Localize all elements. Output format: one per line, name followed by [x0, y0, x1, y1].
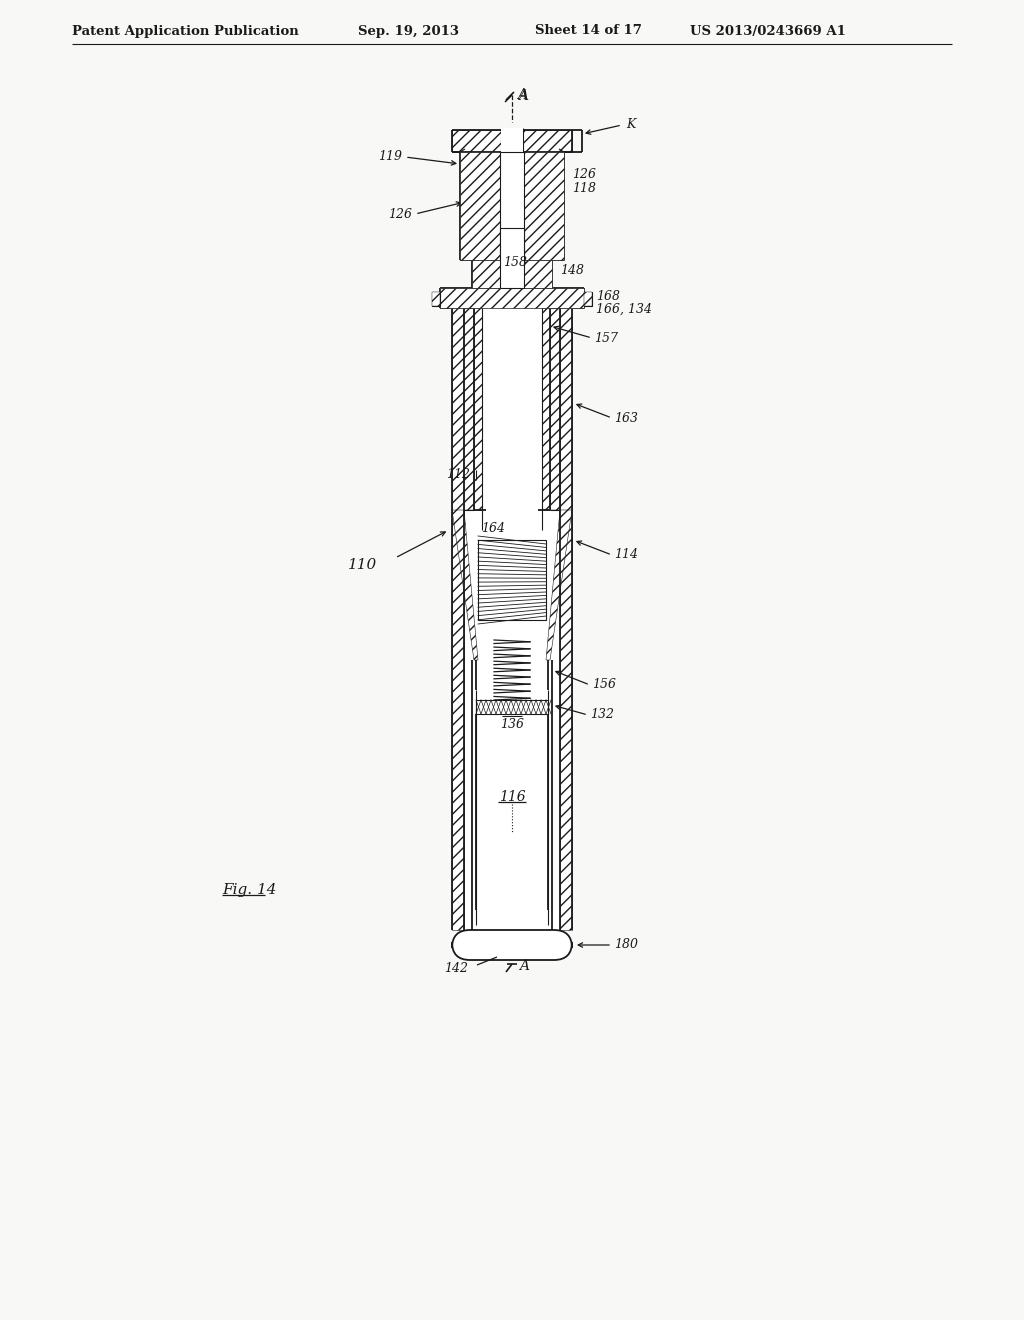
Bar — [500, 228, 524, 288]
Text: 118: 118 — [572, 181, 596, 194]
Text: 142: 142 — [444, 961, 468, 974]
Bar — [432, 292, 440, 306]
Bar — [464, 308, 474, 510]
Text: 180: 180 — [614, 939, 638, 952]
Bar — [472, 260, 500, 288]
Text: 164: 164 — [481, 521, 505, 535]
Bar — [560, 308, 572, 931]
Text: US 2013/0243669 A1: US 2013/0243669 A1 — [690, 25, 846, 37]
Text: 132: 132 — [590, 709, 614, 722]
Bar — [524, 260, 552, 288]
Bar — [474, 308, 482, 510]
FancyBboxPatch shape — [452, 931, 572, 960]
Text: 148: 148 — [560, 264, 584, 276]
Bar — [584, 292, 592, 306]
Text: 136: 136 — [500, 718, 524, 731]
Text: Patent Application Publication: Patent Application Publication — [72, 25, 299, 37]
Bar — [476, 700, 548, 714]
Text: 158: 158 — [503, 256, 527, 269]
Bar — [464, 308, 560, 931]
Bar — [500, 152, 506, 260]
Text: 126: 126 — [388, 207, 412, 220]
Polygon shape — [546, 510, 572, 660]
Text: A: A — [519, 960, 529, 973]
Text: 166, 134: 166, 134 — [596, 302, 652, 315]
Bar — [518, 152, 564, 260]
Text: 163: 163 — [614, 412, 638, 425]
Text: 156: 156 — [592, 678, 616, 692]
Text: 126: 126 — [572, 168, 596, 181]
Bar — [550, 308, 560, 510]
Bar — [501, 128, 523, 152]
Polygon shape — [452, 510, 478, 660]
Bar — [478, 540, 546, 620]
Bar — [542, 308, 550, 510]
Text: Sheet 14 of 17: Sheet 14 of 17 — [535, 25, 642, 37]
Bar — [500, 260, 524, 288]
Text: 116: 116 — [499, 789, 525, 804]
Text: 112: 112 — [446, 469, 470, 482]
Bar — [452, 308, 464, 931]
Bar — [460, 152, 506, 260]
Bar — [500, 152, 524, 260]
Bar — [432, 292, 440, 306]
Text: 114: 114 — [614, 549, 638, 561]
Text: K: K — [626, 119, 635, 132]
Text: 110: 110 — [348, 558, 377, 572]
Bar — [584, 292, 592, 306]
Text: 157: 157 — [594, 331, 618, 345]
Text: 168: 168 — [596, 290, 620, 304]
Bar — [440, 288, 584, 308]
Bar — [452, 129, 572, 152]
Text: A: A — [518, 88, 528, 103]
Bar — [518, 152, 524, 260]
Text: Sep. 19, 2013: Sep. 19, 2013 — [358, 25, 459, 37]
Text: 119: 119 — [378, 150, 402, 164]
Text: A: A — [517, 88, 527, 102]
Bar — [476, 714, 548, 909]
Text: Fig. 14: Fig. 14 — [222, 883, 276, 898]
